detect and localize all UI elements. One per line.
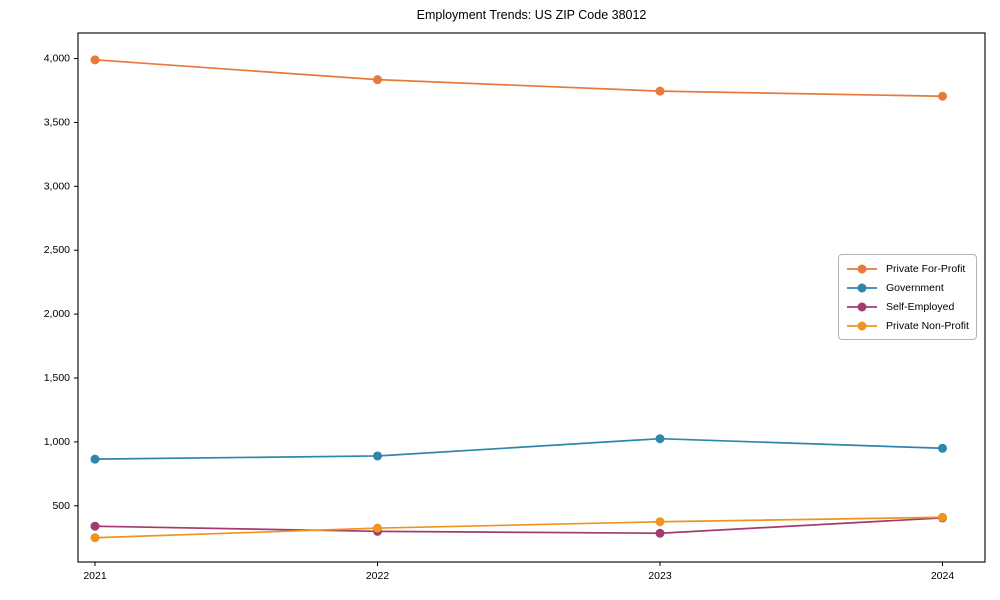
y-tick-label: 1,000 (44, 436, 70, 448)
data-point-government (373, 451, 382, 461)
data-point-private-for-profit (90, 55, 100, 65)
data-point-private-non-profit (373, 523, 382, 533)
y-tick-label: 3,500 (44, 116, 70, 128)
chart-legend: Private For-Profit Government Self-Employe… (838, 254, 977, 340)
legend-label: Private Non-Profit (886, 319, 969, 332)
legend-marker-private-for-profit (847, 264, 877, 273)
legend-label: Self-Employed (886, 300, 955, 313)
series-line-self-employed (94, 517, 943, 535)
legend-item-private-non-profit: Private Non-Profit (846, 320, 969, 332)
data-point-private-for-profit (655, 86, 665, 96)
axes-frame (77, 32, 986, 563)
data-point-private-non-profit (938, 512, 947, 522)
data-point-private-non-profit (655, 517, 665, 527)
y-tick-label: 4,000 (44, 53, 70, 65)
y-tick-label: 3,000 (44, 180, 70, 192)
data-point-self-employed (90, 521, 100, 531)
legend-marker-private-non-profit (847, 321, 877, 330)
data-point-self-employed (655, 528, 665, 538)
data-point-private-for-profit (373, 75, 382, 85)
data-point-government (90, 454, 100, 464)
data-point-private-non-profit (90, 533, 100, 543)
legend-item-government: Government (846, 282, 969, 294)
x-tick-label: 2024 (931, 570, 955, 582)
legend-label: Government (886, 281, 944, 294)
y-tick-label: 500 (52, 500, 70, 512)
legend-label: Private For-Profit (886, 262, 966, 275)
y-tick-label: 2,500 (44, 244, 70, 256)
x-tick-label: 2023 (648, 570, 672, 582)
legend-marker-government (847, 283, 877, 292)
data-point-private-for-profit (938, 91, 947, 101)
series-line-private-for-profit (94, 58, 943, 98)
legend-marker-self-employed (847, 302, 877, 311)
y-tick-label: 1,500 (44, 372, 70, 384)
chart-title: Employment Trends: US ZIP Code 38012 (416, 8, 647, 22)
series-line-private-non-profit (94, 516, 943, 539)
y-tick-label: 2,000 (44, 308, 70, 320)
data-point-government (938, 443, 947, 453)
x-tick-label: 2022 (366, 570, 390, 582)
legend-item-self-employed: Self-Employed (846, 301, 969, 313)
x-tick-label: 2021 (83, 570, 107, 582)
data-point-government (655, 434, 665, 444)
legend-item-private-for-profit: Private For-Profit (846, 263, 969, 275)
series-line-government (94, 437, 943, 460)
